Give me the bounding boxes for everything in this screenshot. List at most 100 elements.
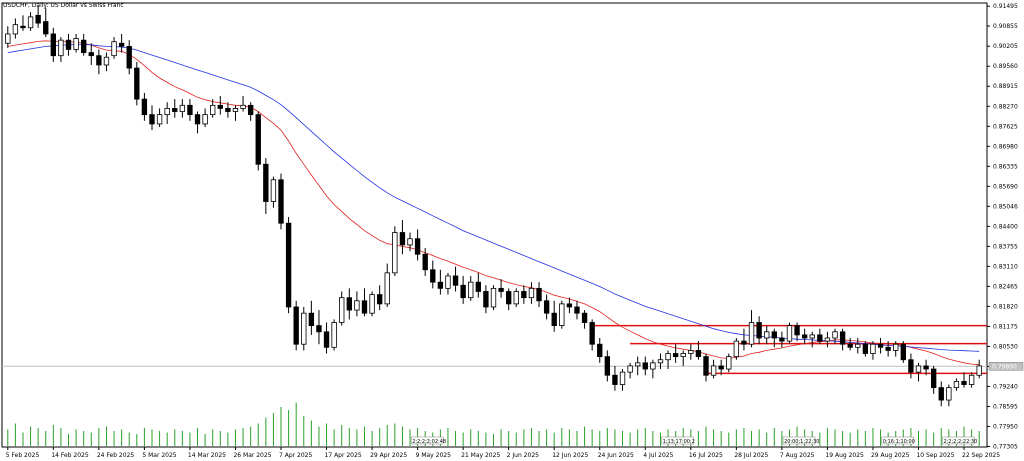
candle-body xyxy=(756,322,762,339)
candle-body xyxy=(536,287,542,302)
current-price-badge xyxy=(988,361,1024,371)
candle-body xyxy=(384,272,390,305)
y-tick-label: 0.85046 xyxy=(993,203,1018,210)
candle-body xyxy=(642,362,648,370)
candle-body xyxy=(217,104,223,109)
candle-body xyxy=(35,14,41,24)
candle-body xyxy=(460,284,466,299)
candle-body xyxy=(589,322,595,345)
candle-body xyxy=(930,368,937,389)
event-marker xyxy=(942,436,975,445)
event-marker xyxy=(661,436,694,445)
candle-body xyxy=(597,343,603,358)
candle-body xyxy=(764,331,770,339)
candle-body xyxy=(779,337,785,342)
x-tick-label: 26 Mar 2025 xyxy=(233,452,271,459)
candle-body xyxy=(316,325,322,333)
x-tick-label: 12 Jun 2025 xyxy=(552,452,588,459)
candle-body xyxy=(58,39,64,57)
x-tick-label: 9 May 2025 xyxy=(416,452,451,459)
candle-body xyxy=(786,325,793,342)
candle-body xyxy=(73,38,79,50)
candle-body xyxy=(81,39,87,53)
y-tick-label: 0.88915 xyxy=(993,83,1018,90)
candle-body xyxy=(399,232,406,246)
candle-body xyxy=(604,356,611,376)
candle-body xyxy=(900,343,906,361)
candle-body xyxy=(247,104,254,116)
candle-body xyxy=(240,104,246,109)
candle-body xyxy=(43,21,49,35)
x-tick-label: 14 Feb 2025 xyxy=(51,452,89,459)
candle-body xyxy=(414,238,421,255)
y-tick-label: 0.82465 xyxy=(993,283,1018,290)
candle-body xyxy=(468,281,474,299)
y-tick-label: 0.83110 xyxy=(993,263,1018,270)
candle-body xyxy=(225,108,231,112)
candle-body xyxy=(430,269,436,283)
candle-body xyxy=(5,33,11,44)
candle-body xyxy=(893,343,899,351)
event-label: 2;2;2;2;02:48 xyxy=(412,439,446,445)
x-tick-label: 7 Aug 2025 xyxy=(780,452,815,459)
candle-body xyxy=(672,353,679,358)
y-tick-label: 0.91495 xyxy=(993,3,1018,10)
y-tick-label: 0.90205 xyxy=(993,43,1018,50)
candle-body xyxy=(847,343,853,348)
y-tick-label: 0.78595 xyxy=(993,403,1018,410)
candle-body xyxy=(323,331,330,348)
candle-body xyxy=(635,362,641,367)
candle-body xyxy=(688,350,694,354)
candle-body xyxy=(559,303,565,326)
candle-body xyxy=(301,312,307,345)
y-tick-label: 0.80530 xyxy=(993,343,1018,350)
candle-body xyxy=(619,371,626,385)
event-label: 20:00;1;22:30 xyxy=(784,439,819,445)
candle-body xyxy=(210,104,216,116)
candle-body xyxy=(839,331,846,345)
chart-title: USDCHF, Daily: US Dollar vs Swiss Franc xyxy=(3,2,124,9)
candle-body xyxy=(506,291,512,305)
candle-body xyxy=(566,303,573,308)
candle-body xyxy=(255,114,261,165)
candle-body xyxy=(475,281,481,292)
candle-body xyxy=(612,374,618,385)
x-tick-label: 7 Apr 2025 xyxy=(279,452,312,459)
y-tick-label: 0.81175 xyxy=(993,323,1018,330)
candle-body xyxy=(437,281,444,289)
candle-body xyxy=(877,343,884,348)
event-label: 1;13;17:00;2 xyxy=(663,439,695,445)
x-tick-label: 5 Feb 2025 xyxy=(6,452,40,459)
candle-body xyxy=(172,108,178,112)
candle-body xyxy=(422,253,428,271)
candle-body xyxy=(855,343,861,348)
y-tick-label: 0.81820 xyxy=(993,303,1018,310)
candle-body xyxy=(141,98,148,116)
candle-body xyxy=(521,291,527,299)
candle-body xyxy=(938,387,944,401)
candle-body xyxy=(103,56,110,66)
candle-body xyxy=(346,297,352,311)
y-tick-label: 0.79240 xyxy=(993,383,1018,390)
candle-body xyxy=(331,322,337,348)
candle-body xyxy=(718,365,724,370)
candle-body xyxy=(179,104,186,112)
candle-body xyxy=(27,16,34,29)
y-tick-label: 0.89560 xyxy=(993,63,1018,70)
candle-body xyxy=(202,114,208,125)
candle-body xyxy=(862,343,869,354)
candle-body xyxy=(809,334,815,339)
x-tick-label: 16 Jul 2025 xyxy=(689,452,723,459)
candle-body xyxy=(339,297,345,323)
candle-body xyxy=(361,300,368,314)
candle-body xyxy=(164,108,170,116)
x-tick-label: 14 Mar 2025 xyxy=(188,452,226,459)
candle-body xyxy=(794,325,800,336)
candle-body xyxy=(88,52,94,57)
candle-body xyxy=(126,45,132,69)
candle-body xyxy=(703,356,709,376)
event-marker xyxy=(881,436,914,445)
candle-body xyxy=(263,163,269,202)
